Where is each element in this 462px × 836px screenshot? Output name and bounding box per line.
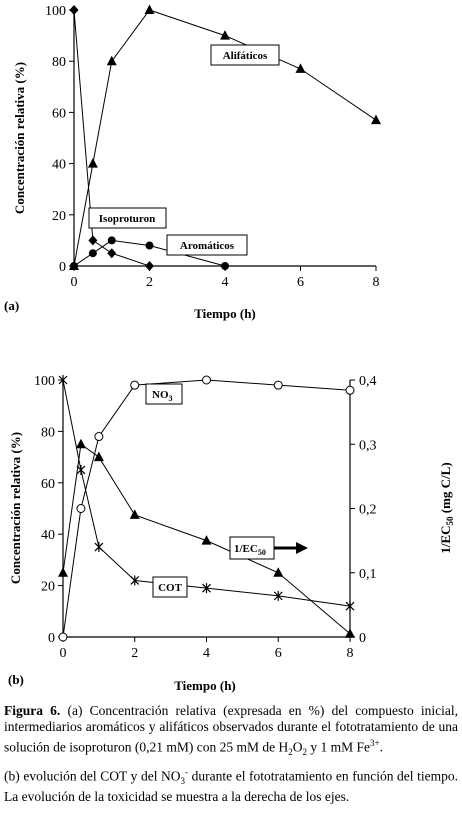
x-tick-label: 6 xyxy=(275,646,282,661)
label-aromaticos: Aromáticos xyxy=(180,240,235,252)
y2-tick-label: 0 xyxy=(359,631,366,646)
point-1-ec50 xyxy=(273,567,284,577)
y-tick-label: 40 xyxy=(52,158,66,173)
point-alif-ticos xyxy=(87,158,98,168)
point-1-ec50 xyxy=(75,438,86,449)
y2-tick-label: 0,3 xyxy=(359,438,377,453)
series-line-no3 xyxy=(62,379,351,638)
x-tick-label: 2 xyxy=(131,646,138,661)
point-alif-ticos xyxy=(371,114,381,125)
x-tick-label: 0 xyxy=(71,275,78,290)
point-cot xyxy=(345,601,355,612)
chart-a-ylabel: Concentración relativa (%) xyxy=(12,62,27,214)
point-isoproturon xyxy=(69,5,79,15)
point-isoproturon xyxy=(88,235,98,246)
x-tick-label: 4 xyxy=(203,646,210,661)
caption-b: (b) evolución del COT y del NO3- durante… xyxy=(4,767,458,805)
point-cot xyxy=(94,542,104,553)
y2-tick-label: 0,4 xyxy=(359,374,377,389)
point-alif-ticos xyxy=(69,260,79,270)
point-no3 xyxy=(273,380,283,390)
point-isoproturon xyxy=(145,261,154,271)
point-cot xyxy=(202,583,211,594)
x-tick-label: 8 xyxy=(373,275,380,290)
point-1-ec50 xyxy=(93,451,104,462)
point-alif-ticos xyxy=(106,55,117,66)
chart-a-xlabel: Tiempo (h) xyxy=(194,306,256,321)
y-tick-label: 80 xyxy=(41,425,55,440)
point-1-ec50 xyxy=(201,535,212,545)
chart-b-panel-label: (b) xyxy=(8,672,24,687)
label-box-aromaticos xyxy=(166,234,248,256)
point-no3 xyxy=(76,504,86,513)
label-cot: COT xyxy=(158,582,183,594)
point-isoproturon xyxy=(107,248,117,259)
label-alifaticos: Alifáticos xyxy=(223,50,268,62)
y2-tick-label: 0,2 xyxy=(359,503,377,518)
chart-b-y2label: 1/EC50 (mg C/L) xyxy=(438,462,455,553)
y-tick-label: 40 xyxy=(41,528,55,543)
x-tick-label: 6 xyxy=(297,275,304,290)
caption-a: Figura 6. (a) Concentración relativa (ex… xyxy=(4,703,459,758)
y-tick-label: 100 xyxy=(45,4,66,19)
y-tick-label: 0 xyxy=(59,260,66,275)
point-no3 xyxy=(94,432,104,442)
y-tick-label: 60 xyxy=(52,106,66,121)
y-tick-label: 100 xyxy=(34,374,55,389)
caption-label: Figura 6. xyxy=(4,703,61,718)
series-line-cot xyxy=(62,379,351,607)
y-tick-label: 20 xyxy=(52,209,66,224)
point-cot xyxy=(273,590,283,601)
point-no3 xyxy=(345,385,355,395)
x-tick-label: 2 xyxy=(146,275,153,290)
label-no3: NO3 xyxy=(152,389,173,403)
label-box-alifaticos xyxy=(210,44,280,66)
point-alif-ticos xyxy=(220,30,230,40)
label-box-cot xyxy=(152,576,188,598)
x-tick-label: 4 xyxy=(222,275,229,290)
point-cot xyxy=(76,464,86,475)
point-no3 xyxy=(202,375,211,385)
point-1-ec50 xyxy=(58,567,68,577)
y-tick-label: 20 xyxy=(41,580,55,595)
chart-b-xlabel: Tiempo (h) xyxy=(174,678,236,693)
point-arom-ticos xyxy=(145,241,154,250)
y2-tick-label: 0,1 xyxy=(359,567,377,582)
y-tick-label: 80 xyxy=(52,55,66,70)
label-box-no3 xyxy=(145,383,183,405)
figure-caption: Figura 6. (a) Concentración relativa (ex… xyxy=(4,703,458,809)
label-isoproturon: Isoproturon xyxy=(99,213,155,225)
point-cot xyxy=(130,575,140,586)
chart-a-panel-label: (a) xyxy=(4,298,19,313)
point-no3 xyxy=(58,632,68,642)
point-alif-ticos xyxy=(144,4,155,14)
y-tick-label: 0 xyxy=(48,631,55,646)
point-alif-ticos xyxy=(295,63,306,73)
x-tick-label: 0 xyxy=(60,646,67,661)
point-arom-ticos xyxy=(107,236,116,245)
point-1-ec50 xyxy=(129,509,140,519)
label-box-isoproturon xyxy=(88,207,167,229)
point-1-ec50 xyxy=(345,628,355,638)
point-arom-ticos xyxy=(88,249,97,258)
x-tick-label: 8 xyxy=(347,646,354,661)
ec50-arrow-head xyxy=(296,542,308,554)
chart-b-ylabel: Concentración relativa (%) xyxy=(8,432,23,584)
point-no3 xyxy=(130,380,140,390)
point-arom-ticos xyxy=(221,262,229,270)
point-cot xyxy=(58,375,68,385)
y-tick-label: 60 xyxy=(41,477,55,492)
